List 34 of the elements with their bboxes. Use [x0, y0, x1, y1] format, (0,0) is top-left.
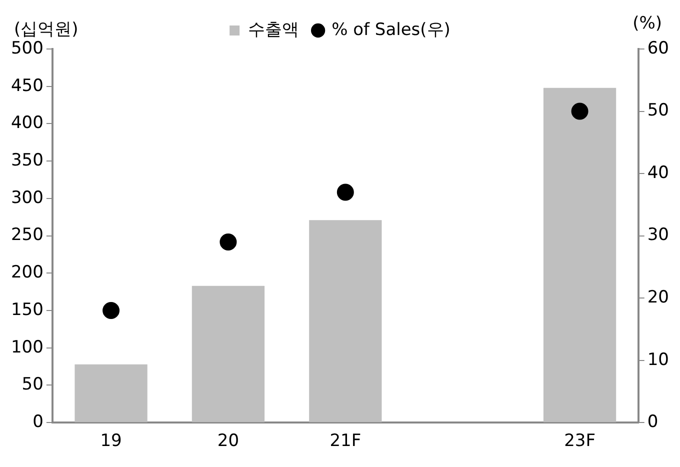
- bar: [74, 364, 148, 422]
- point: [102, 302, 120, 320]
- y2-tick-label: 30: [647, 225, 670, 246]
- bar: [543, 88, 616, 422]
- y2-axis-title: (%): [632, 13, 662, 34]
- bar: [309, 220, 382, 422]
- y-tick-label: 500: [10, 38, 44, 58]
- y-tick-label: 300: [10, 188, 44, 208]
- y-tick-label: 450: [10, 76, 44, 96]
- y-tick-label: 200: [10, 262, 44, 283]
- y-tick-label: 0: [32, 412, 44, 432]
- y-tick-label: 100: [10, 337, 44, 358]
- bar: [192, 286, 265, 422]
- y-tick-label: 50: [22, 374, 44, 395]
- y2-tick-label: 10: [647, 350, 670, 370]
- y2-tick-label: 40: [647, 162, 670, 183]
- y2-tick-label: 60: [647, 38, 670, 58]
- x-tick-label: 23F: [564, 431, 596, 452]
- y-tick-label: 400: [10, 113, 44, 134]
- x-tick-label: 21F: [330, 431, 362, 452]
- y-tick-label: 150: [10, 300, 44, 320]
- y-tick-label: 350: [10, 150, 44, 170]
- point: [220, 234, 237, 251]
- x-tick-label: 19: [100, 431, 122, 452]
- y2-tick-label: 50: [647, 100, 670, 121]
- y2-tick-label: 0: [647, 412, 658, 432]
- point: [571, 102, 588, 120]
- legend-label: 수출액: [248, 20, 300, 40]
- x-tick-label: 20: [217, 431, 240, 452]
- legend-label: % of Sales(우): [332, 20, 450, 40]
- y-tick-label: 250: [10, 225, 44, 246]
- y-axis-title: (십억원): [14, 19, 78, 40]
- point: [336, 184, 354, 201]
- y2-tick-label: 20: [647, 287, 670, 308]
